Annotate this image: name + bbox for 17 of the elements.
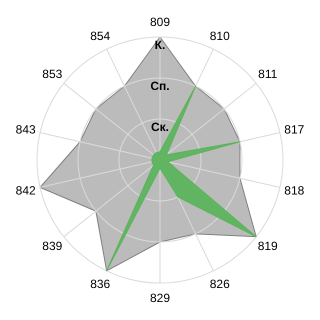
spoke-label: 819 (258, 238, 278, 253)
y-tick-label: К. (154, 38, 166, 52)
spoke-label: 836 (90, 277, 111, 292)
spoke-label: 839 (42, 238, 63, 253)
spoke-label: 817 (284, 122, 305, 136)
y-tick-label: Сп. (150, 79, 170, 93)
spoke-label: 842 (16, 184, 36, 198)
spoke-label: 826 (210, 277, 230, 292)
spoke-label: 811 (258, 67, 278, 82)
spoke-label: 843 (16, 122, 36, 136)
spoke-label: 810 (210, 28, 230, 43)
spoke-label: 809 (150, 15, 170, 30)
spoke-label: 854 (90, 28, 111, 43)
spoke-label: 829 (150, 290, 170, 305)
spoke-label: 853 (42, 67, 63, 82)
spoke-label: 818 (284, 184, 305, 198)
y-tick-label: Ск. (150, 120, 170, 134)
